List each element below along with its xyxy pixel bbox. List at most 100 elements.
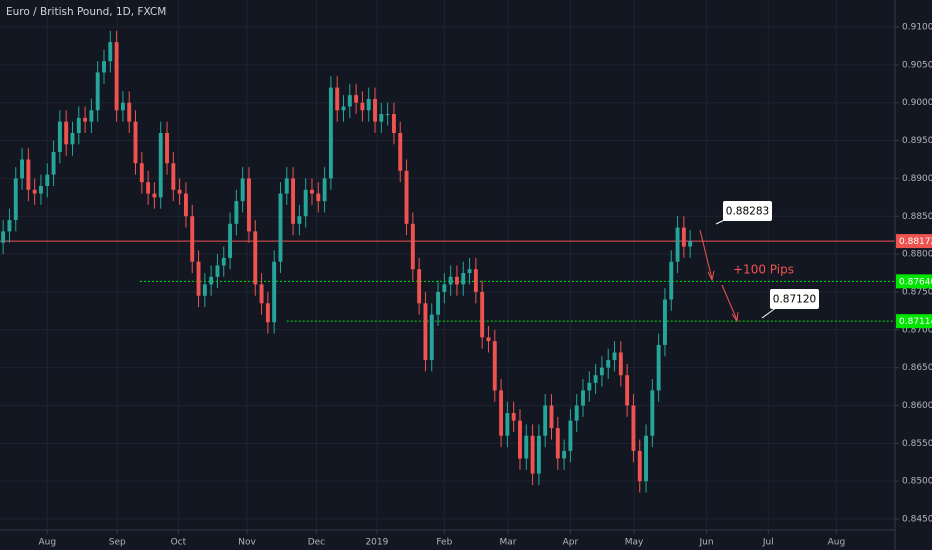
candle-body: [316, 193, 321, 202]
candle-body: [530, 435, 535, 474]
candle-body: [518, 420, 522, 459]
candle-body: [391, 114, 396, 133]
candle-body: [486, 337, 491, 342]
candle-body: [480, 291, 485, 338]
candle-body: [133, 121, 138, 164]
candle-body: [555, 428, 560, 459]
candle-body: [505, 413, 510, 436]
candle-body: [436, 291, 440, 315]
grid: [0, 0, 895, 530]
candle-body: [612, 352, 617, 361]
candle-body: [681, 227, 686, 247]
candle-body: [127, 102, 132, 122]
candle-body: [366, 98, 371, 111]
candle-body: [272, 261, 277, 323]
price-level-label: 0.87114: [899, 317, 932, 327]
candle-body: [606, 360, 611, 368]
candle-body: [165, 132, 169, 164]
candle-body: [650, 390, 655, 436]
candle-body: [7, 220, 12, 232]
candle-body: [20, 159, 25, 179]
candle-body: [568, 420, 573, 451]
x-tick-label: Mar: [500, 538, 517, 548]
candle-body: [656, 344, 661, 391]
candle-body: [549, 405, 554, 429]
candle-body: [76, 117, 81, 133]
candle-body: [310, 189, 314, 194]
candle-body: [171, 163, 176, 190]
x-tick-label: Aug: [38, 538, 56, 548]
candle-body: [114, 42, 119, 111]
candle-body: [139, 163, 144, 183]
callout-box: [770, 289, 819, 309]
candle-body: [631, 405, 636, 451]
candle-body: [335, 87, 340, 111]
candle-body: [209, 276, 214, 285]
candle-body: [524, 435, 529, 459]
candle-body: [240, 178, 245, 202]
candle-body: [45, 174, 50, 186]
candle-body: [398, 132, 403, 171]
candle-body: [291, 178, 296, 224]
callout-label: 0.87120: [773, 294, 816, 306]
candle-body: [83, 117, 88, 122]
candle-body: [637, 450, 642, 482]
candle-body: [404, 170, 409, 224]
x-tick-label: Apr: [563, 538, 579, 548]
callout-box: [723, 201, 772, 221]
candle-body: [511, 413, 516, 421]
candle-body: [410, 223, 415, 270]
candle-body: [593, 375, 598, 383]
candle-body: [467, 269, 472, 274]
candle-body: [429, 314, 434, 361]
candle-body: [448, 276, 453, 285]
candle-body: [51, 151, 56, 175]
candle-body: [536, 435, 541, 474]
candle-body: [562, 450, 567, 459]
candle-body: [455, 276, 459, 285]
candle-body: [202, 284, 207, 296]
annotations: +100 Pips 0.88283 0.87120: [699, 201, 819, 323]
x-tick-label: Jul: [762, 538, 774, 548]
candle-body: [70, 132, 75, 145]
candle-body: [675, 227, 680, 262]
candle-body: [574, 405, 579, 421]
candle-body: [247, 178, 251, 232]
candle-body: [662, 299, 667, 345]
candle-body: [423, 303, 428, 361]
candle-body: [354, 95, 359, 103]
candle-body: [373, 98, 377, 122]
levels: [0, 240, 895, 322]
candle-body: [347, 95, 352, 107]
candle-body: [581, 390, 585, 406]
candle-body: [158, 132, 163, 198]
x-tick-label: Aug: [828, 538, 846, 548]
candle-body: [95, 72, 100, 111]
candle-body: [284, 178, 289, 194]
price-level-tag: [896, 314, 932, 329]
candle-body: [196, 261, 201, 296]
price-level-tag: [896, 274, 932, 289]
x-tick-label: Nov: [238, 538, 256, 548]
candle-body: [265, 303, 270, 323]
candle-body: [297, 216, 302, 224]
candle-body: [328, 87, 333, 179]
candle-body: [152, 193, 157, 198]
callout-label: 0.88283: [726, 206, 769, 218]
candle-body: [1, 231, 6, 243]
candle-body: [379, 114, 384, 122]
candle-body: [89, 110, 94, 122]
candle-body: [599, 367, 604, 376]
chart-title: Euro / British Pound, 1D, FXCM: [6, 6, 166, 18]
